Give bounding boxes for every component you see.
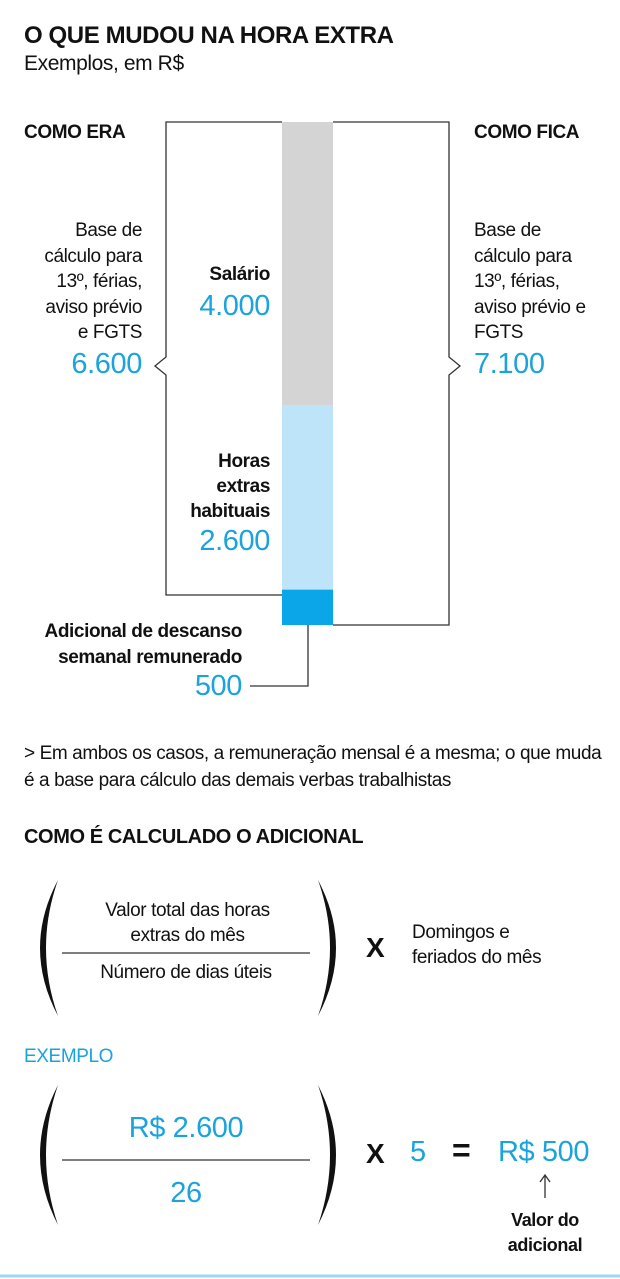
operator: X bbox=[366, 932, 385, 963]
series-name: Horas extras habituais bbox=[190, 451, 270, 522]
heading: COMO ERA bbox=[24, 122, 126, 143]
title: O QUE MUDOU NA HORA EXTRA bbox=[24, 22, 394, 49]
note: > Em ambos os casos, a remuneração mensa… bbox=[24, 743, 602, 791]
paren bbox=[40, 1085, 58, 1225]
denominator: 26 bbox=[170, 1177, 202, 1209]
heading: COMO É CALCULADO O ADICIONAL bbox=[24, 826, 364, 848]
total: 7.100 bbox=[474, 348, 545, 380]
operator: X bbox=[366, 1138, 385, 1169]
value-label: 500 bbox=[194, 670, 243, 702]
total: 6.600 bbox=[71, 348, 142, 380]
numerator: Valor total das horas extras do mês bbox=[105, 900, 270, 946]
arrow bbox=[539, 1173, 551, 1198]
result: R$ 500 bbox=[498, 1136, 590, 1168]
value-label: 4.000 bbox=[199, 290, 270, 322]
heading: COMO FICA bbox=[474, 122, 580, 143]
multiplier: Domingos e feriados do mês bbox=[412, 922, 542, 968]
equals: = bbox=[452, 1132, 471, 1168]
bar-segment bbox=[282, 589, 333, 625]
description: Base de cálculo para 13º, férias, aviso … bbox=[474, 220, 586, 343]
left-bracket bbox=[153, 121, 282, 596]
leader-line bbox=[250, 625, 309, 687]
series-name: Adicional de descanso semanal remunerado bbox=[44, 621, 243, 668]
paren bbox=[318, 880, 336, 1016]
description: Base de cálculo para 13º, férias, aviso … bbox=[44, 220, 142, 343]
result-note: Valor do adicional bbox=[507, 1210, 583, 1255]
right-bracket bbox=[333, 121, 462, 626]
bar-segment bbox=[282, 122, 333, 406]
numerator: R$ 2.600 bbox=[128, 1112, 244, 1144]
value-label: 2.600 bbox=[199, 525, 270, 557]
paren bbox=[318, 1085, 336, 1225]
example-label: EXEMPLO bbox=[24, 1046, 114, 1067]
bar-segment bbox=[282, 405, 333, 590]
denominator: Número de dias úteis bbox=[100, 962, 272, 983]
series-name: Salário bbox=[209, 264, 270, 285]
subtitle: Exemplos, em R$ bbox=[24, 52, 184, 75]
paren bbox=[40, 880, 58, 1016]
multiplier: 5 bbox=[410, 1136, 426, 1168]
